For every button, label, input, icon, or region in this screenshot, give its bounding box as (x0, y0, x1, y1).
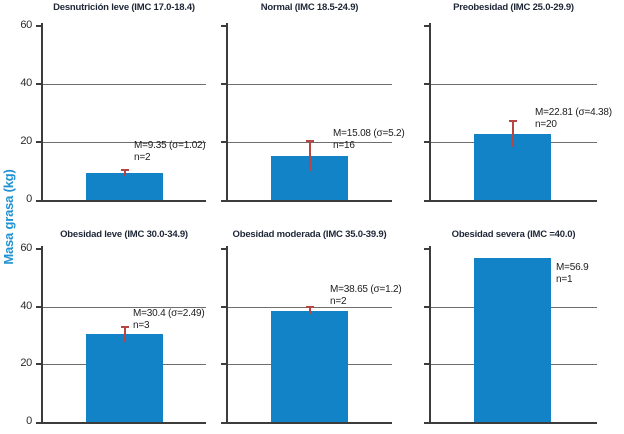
n-label: n=2 (330, 296, 347, 307)
error-bar-line (309, 307, 311, 314)
y-tick (424, 363, 430, 365)
error-bar-cap-top (306, 140, 314, 142)
y-tick (424, 141, 430, 143)
y-tick (36, 363, 42, 365)
x-axis-line (221, 422, 392, 424)
mean-label: M=9.35 (σ=1.02) (134, 140, 206, 151)
bar-annotation: M=56.9 n=1 (556, 262, 589, 286)
y-tick-label: 40 (20, 300, 32, 312)
y-axis-line (41, 23, 43, 202)
y-tick (424, 248, 430, 250)
bar (271, 311, 348, 422)
x-axis-line (424, 422, 597, 424)
y-tick-label: 60 (20, 242, 32, 254)
bar-annotation: M=9.35 (σ=1.02) n=2 (134, 140, 206, 164)
y-axis-line (429, 246, 431, 424)
y-tick (36, 83, 42, 85)
n-label: n=20 (535, 119, 557, 130)
y-tick (36, 248, 42, 250)
error-bar-line (309, 141, 311, 171)
y-tick (221, 363, 227, 365)
error-bar-line (124, 327, 126, 342)
panel-title: Obesidad leve (IMC 30.0-34.9) (60, 229, 188, 240)
y-tick (221, 306, 227, 308)
y-axis-line (429, 23, 431, 202)
y-tick (36, 306, 42, 308)
y-tick (36, 141, 42, 143)
y-tick-label: 20 (20, 357, 32, 369)
y-tick-label: 40 (20, 77, 32, 89)
panel-title: Normal (IMC 18.5-24.9) (260, 2, 359, 13)
y-tick (424, 83, 430, 85)
panel-title: Desnutrición leve (IMC 17.0-18.4) (53, 2, 195, 13)
y-axis-label: Masa grasa (kg) (1, 169, 16, 265)
y-tick (424, 25, 430, 27)
bar (474, 258, 551, 422)
y-gridline (42, 142, 206, 143)
error-bar-line (124, 170, 126, 176)
mean-label: M=22.81 (σ=4.38) (535, 107, 612, 118)
y-gridline (42, 84, 206, 85)
n-label: n=16 (333, 140, 355, 151)
x-axis-line (36, 422, 206, 424)
panel-title: Obesidad moderada (IMC 35.0-39.9) (232, 229, 387, 240)
panel-title: Preobesidad (IMC 25.0-29.9) (453, 2, 574, 13)
y-tick (424, 306, 430, 308)
y-tick (221, 25, 227, 27)
y-tick-label: 0 (26, 193, 32, 205)
bar-annotation: M=38.65 (σ=1.2) n=2 (330, 284, 402, 308)
y-tick-label: 60 (20, 19, 32, 31)
y-tick (221, 141, 227, 143)
x-axis-line (36, 200, 206, 202)
y-axis-line (226, 246, 228, 424)
y-axis-line (41, 246, 43, 424)
error-bar-line (512, 121, 514, 147)
error-bar-cap-top (306, 306, 314, 308)
y-gridline (227, 84, 392, 85)
x-axis-line (424, 200, 597, 202)
error-bar-cap-top (509, 120, 517, 122)
y-tick (36, 25, 42, 27)
bar-annotation: M=22.81 (σ=4.38) n=20 (535, 107, 612, 131)
y-gridline (430, 84, 597, 85)
y-tick-label: 0 (26, 415, 32, 427)
mean-label: M=15.08 (σ=5.2) (333, 128, 405, 139)
panel-title: Obesidad severa (IMC =40.0) (451, 229, 576, 240)
mean-label: M=38.65 (σ=1.2) (330, 284, 402, 295)
y-tick (221, 83, 227, 85)
bar-annotation: M=15.08 (σ=5.2) n=16 (333, 128, 405, 152)
y-gridline (42, 307, 206, 308)
bar (86, 334, 163, 422)
n-label: n=2 (134, 152, 151, 163)
y-tick (221, 248, 227, 250)
n-label: n=1 (556, 274, 573, 285)
y-axis-line (226, 23, 228, 202)
bar-annotation: M=30.4 (σ=2.49) n=3 (133, 308, 205, 332)
bar (86, 173, 163, 200)
y-tick-label: 20 (20, 135, 32, 147)
mean-label: M=56.9 (556, 262, 589, 273)
error-bar-cap-top (121, 326, 129, 328)
n-label: n=3 (133, 320, 150, 331)
x-axis-line (221, 200, 392, 202)
mean-label: M=30.4 (σ=2.49) (133, 308, 205, 319)
error-bar-cap-top (121, 169, 129, 171)
